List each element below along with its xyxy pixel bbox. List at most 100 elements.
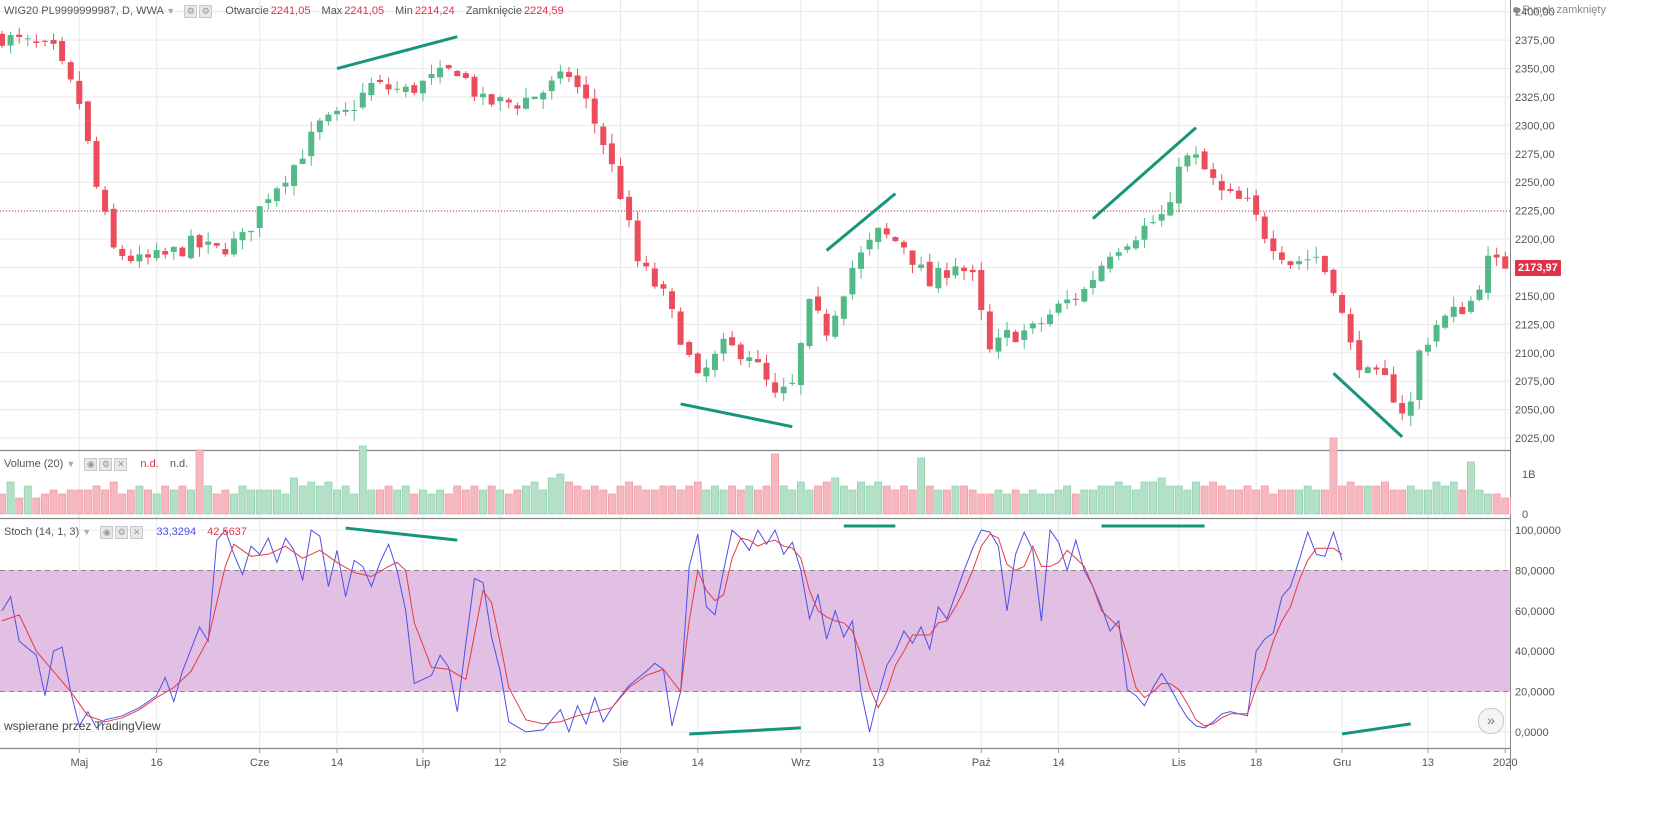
close-icon[interactable]: ✕	[130, 525, 144, 539]
candle	[0, 30, 5, 48]
candle-body	[780, 386, 787, 394]
volume-bar	[230, 493, 238, 515]
volume-bar	[917, 457, 926, 515]
candle	[1150, 215, 1157, 225]
candle	[454, 70, 461, 77]
eye-icon[interactable]: ◉	[84, 457, 98, 471]
candle	[608, 133, 615, 173]
candle	[273, 186, 280, 207]
stoch-trend-line[interactable]	[689, 726, 801, 736]
candle	[1124, 243, 1131, 253]
volume-bar	[264, 489, 273, 515]
volume-title[interactable]: Volume (20)	[4, 458, 64, 470]
volume-bar	[1106, 485, 1115, 515]
volume-bar	[1243, 485, 1252, 515]
volume-bar	[642, 489, 651, 515]
volume-bar	[908, 489, 917, 515]
stoch-trend-line[interactable]	[1341, 722, 1411, 736]
gear-icon[interactable]: ⚙	[115, 525, 129, 539]
candle	[351, 99, 358, 122]
volume-bar	[1046, 493, 1054, 515]
candle	[548, 76, 555, 100]
stoch-trend-line[interactable]	[345, 526, 458, 542]
candle	[943, 262, 950, 286]
volume-bar	[1217, 485, 1226, 515]
candle	[729, 331, 736, 347]
candle-body	[1081, 288, 1088, 302]
volume-legend: Volume (20) ▼ ◉ ⚙ ✕ n.d. n.d.	[4, 456, 188, 472]
volume-bar	[453, 485, 462, 515]
candle	[892, 236, 899, 242]
volume-bar	[487, 485, 496, 515]
volume-bar	[736, 489, 745, 515]
volume-bar	[1226, 489, 1235, 515]
axis-background	[1511, 0, 1664, 770]
candle-body	[187, 235, 194, 259]
candle	[445, 64, 452, 70]
symbol-title[interactable]: WIG20 PL9999999987, D, WWA	[4, 5, 164, 17]
eye-icon[interactable]: ◉	[100, 525, 114, 539]
trendline-drawings[interactable]	[336, 35, 1411, 736]
candle-body	[213, 243, 220, 246]
price-tick-label: 2150,00	[1515, 291, 1555, 303]
candle-body	[591, 98, 598, 124]
candle	[832, 310, 839, 340]
volume-bar	[1054, 489, 1063, 515]
volume-bar	[1200, 485, 1209, 515]
price-axis[interactable]: 2400,00 2375,00 2350,00 2325,00 2300,00 2275,…	[1511, 0, 1664, 770]
candle	[1012, 329, 1019, 343]
candle	[1064, 289, 1071, 310]
trend-line[interactable]	[680, 402, 793, 429]
settings-icon[interactable]: ⚙	[199, 4, 213, 18]
trend-line[interactable]	[336, 35, 458, 70]
volume-bar	[187, 489, 195, 515]
candle-body	[1339, 295, 1346, 313]
chevron-down-icon[interactable]: ▼	[82, 527, 92, 537]
candle-body	[1424, 344, 1431, 352]
candle-body	[0, 33, 5, 46]
chevron-down-icon[interactable]: ▼	[166, 6, 176, 16]
candle	[187, 229, 194, 260]
scroll-to-realtime-button[interactable]: »	[1478, 708, 1504, 734]
volume-bar	[633, 485, 642, 515]
volume-bar	[1338, 485, 1346, 515]
time-axis[interactable]: Maj 16 Cze 14 Lip 12 Sie 14 Wrz 13 Paź 14 Lis 18 Gru 13…	[70, 748, 1517, 769]
trend-line[interactable]	[825, 192, 897, 252]
volume-bar	[49, 489, 58, 515]
volume-bar	[1295, 489, 1303, 515]
candle-body	[1296, 261, 1303, 265]
stoch-title[interactable]: Stoch (14, 1, 3)	[4, 526, 80, 538]
trend-line[interactable]	[1091, 126, 1198, 220]
gear-icon[interactable]: ⚙	[99, 457, 113, 471]
volume-bar	[1432, 481, 1441, 515]
volume-bar	[41, 493, 49, 515]
candle-body	[1485, 255, 1492, 293]
volume-bar	[728, 485, 737, 515]
volume-bar	[1286, 489, 1295, 515]
volume-bar	[1381, 481, 1389, 515]
candle	[1433, 320, 1440, 348]
candle	[651, 262, 658, 289]
time-tick-label: 14	[331, 757, 343, 769]
tradingview-branding[interactable]: wspierane przez TradingView	[4, 719, 161, 733]
volume-bar	[676, 489, 685, 515]
trend-line[interactable]	[1332, 372, 1404, 439]
gear-icon[interactable]: ⚙	[184, 4, 198, 18]
candle-body	[1235, 190, 1242, 199]
candle-body	[1364, 367, 1371, 374]
volume-bar	[831, 477, 840, 515]
candle-body	[1502, 256, 1509, 269]
volume-bar	[1269, 493, 1278, 515]
candle	[497, 95, 504, 111]
chevron-down-icon[interactable]: ▼	[66, 459, 76, 469]
candle	[952, 258, 959, 279]
candle-body	[943, 270, 950, 278]
candle-body	[33, 41, 40, 43]
candle	[127, 249, 134, 264]
close-icon[interactable]: ✕	[114, 457, 128, 471]
candle-body	[273, 188, 280, 202]
volume-bar	[814, 485, 822, 515]
time-tick-label: Paź	[972, 757, 991, 769]
candle	[402, 83, 409, 98]
